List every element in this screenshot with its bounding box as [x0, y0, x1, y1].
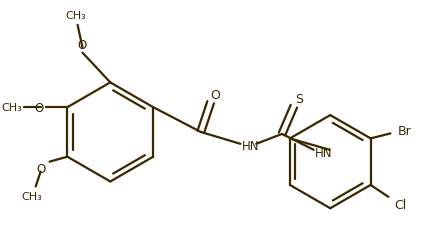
Text: CH₃: CH₃ — [65, 11, 86, 21]
Text: O: O — [210, 88, 220, 101]
Text: O: O — [34, 101, 43, 114]
Text: O: O — [77, 39, 86, 52]
Text: S: S — [295, 92, 303, 105]
Text: HN: HN — [315, 147, 332, 160]
Text: HN: HN — [242, 140, 259, 153]
Text: Br: Br — [398, 124, 411, 137]
Text: Cl: Cl — [394, 199, 406, 211]
Text: CH₃: CH₃ — [21, 192, 42, 202]
Text: CH₃: CH₃ — [2, 103, 22, 113]
Text: O: O — [36, 163, 45, 175]
